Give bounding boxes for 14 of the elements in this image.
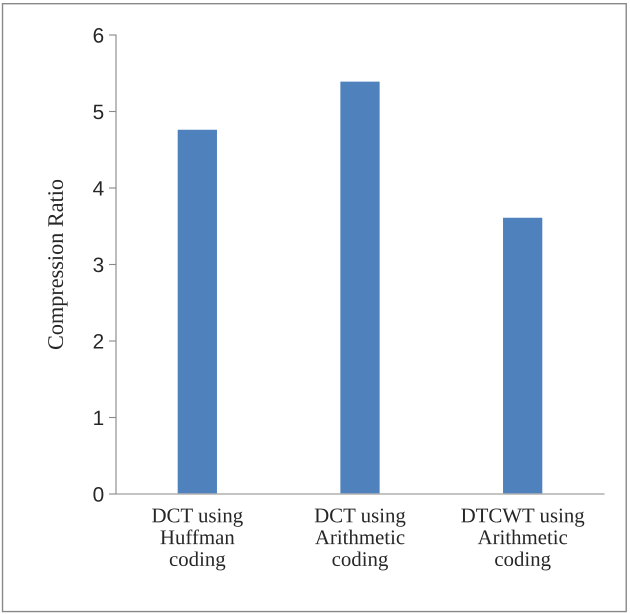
y-tick-label: 0 xyxy=(93,487,104,502)
x-tick-label: DCT using Arithmetic coding xyxy=(314,508,406,570)
y-tick-label: 6 xyxy=(94,28,104,43)
y-tick-label: 2 xyxy=(94,334,104,349)
y-tick-label: 1 xyxy=(94,410,104,426)
bar xyxy=(502,216,544,494)
x-tick-label: DTCWT using Arithmetic coding xyxy=(461,508,584,570)
y-axis-title: Compression Ratio xyxy=(48,180,68,350)
y-tick-label: 4 xyxy=(93,181,104,196)
bar xyxy=(176,128,218,494)
y-tick-label: 3 xyxy=(93,258,104,272)
y-tick-label: 5 xyxy=(93,104,104,120)
x-tick-label: DCT using Huffman coding xyxy=(152,508,243,570)
bar xyxy=(338,80,382,494)
